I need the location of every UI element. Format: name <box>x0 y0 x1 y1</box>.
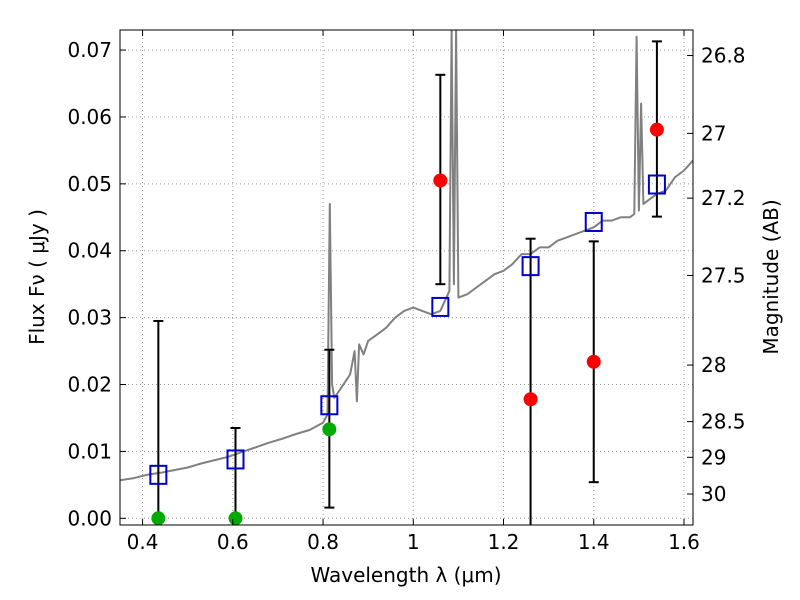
y-tick-label: 0.07 <box>67 38 112 62</box>
upper-limit-point <box>322 422 337 437</box>
y-tick-label: 0.06 <box>67 105 112 129</box>
model-photometry-square <box>521 256 540 277</box>
x-tick-label: 0.4 <box>127 530 159 554</box>
y-axis-label: Flux Fν ( μJy ) <box>25 209 49 345</box>
mag-tick-label: 28 <box>701 353 726 377</box>
mag-tick-label: 28.5 <box>701 410 746 434</box>
model-photometry-square <box>226 449 245 470</box>
observed-point <box>649 122 664 137</box>
y-tick-label: 0.05 <box>67 172 112 196</box>
axes: 0.4 0.6 0.8 1 1.2 1.4 1.6 0.00 0.01 0.02 0.03 0.04 0… <box>67 30 746 554</box>
observed-point <box>523 392 538 407</box>
upper-limit-point <box>228 511 243 525</box>
model-photometry-square <box>149 464 168 485</box>
x-tick-label: 0.6 <box>217 530 249 554</box>
mag-tick-label: 27.2 <box>701 186 746 210</box>
model-photometry-square <box>647 174 666 195</box>
mag-tick-label: 26.8 <box>701 44 746 68</box>
x-tick-label: 1 <box>407 530 420 554</box>
x-tick-label: 1.4 <box>578 530 610 554</box>
right-y-axis-label: Magnitude (AB) <box>759 199 783 354</box>
y-tick-label: 0.00 <box>67 506 112 530</box>
observed-point <box>433 173 448 188</box>
mag-tick-label: 30 <box>701 482 726 506</box>
mag-tick-label: 27.5 <box>701 263 746 287</box>
model-spectrum-line <box>120 30 693 482</box>
y-tick-label: 0.04 <box>67 239 112 263</box>
y-tick-label: 0.01 <box>67 439 112 463</box>
upper-limit-point <box>151 511 166 525</box>
mag-tick-label: 27 <box>701 121 726 145</box>
x-tick-label: 1.6 <box>668 530 700 554</box>
model-photometry-square <box>584 211 603 232</box>
plot-area <box>120 30 693 525</box>
model-photometry-square <box>320 395 339 416</box>
x-axis-label: Wavelength λ (μm) <box>310 563 501 587</box>
observed-point <box>586 354 601 369</box>
model-photometry-square <box>431 296 450 317</box>
plot-frame <box>119 29 694 526</box>
x-tick-label: 0.8 <box>307 530 339 554</box>
x-tick-label: 1.2 <box>488 530 520 554</box>
y-tick-label: 0.02 <box>67 373 112 397</box>
mag-tick-label: 29 <box>701 445 726 469</box>
y-tick-label: 0.03 <box>67 306 112 330</box>
